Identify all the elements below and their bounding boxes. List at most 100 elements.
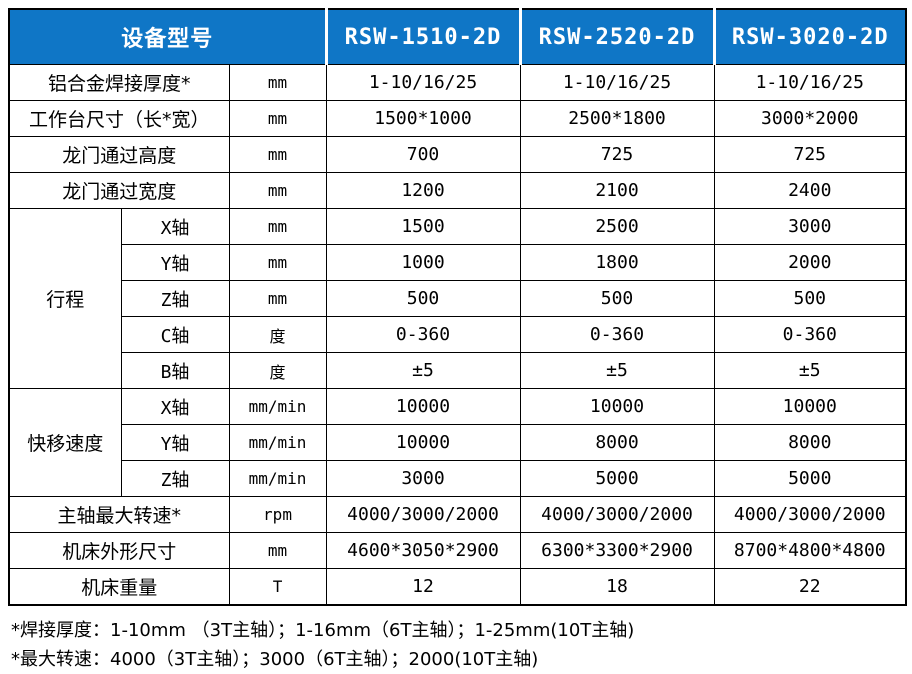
- row-label: 龙门通过宽度: [8, 172, 230, 209]
- value-cell: 1200: [325, 172, 521, 209]
- value-cell: 4000/3000/2000: [713, 496, 907, 533]
- group-label-travel: 行程: [8, 208, 122, 389]
- value-cell: 12: [325, 568, 521, 605]
- value-cell: 2500*1800: [519, 100, 715, 137]
- unit-cell: mm/min: [228, 424, 327, 461]
- unit-cell: T: [228, 568, 327, 605]
- value-cell: 3000: [713, 208, 907, 245]
- value-cell: 3000: [325, 460, 521, 497]
- value-cell: 10000: [713, 388, 907, 425]
- unit-cell: mm: [228, 64, 327, 101]
- value-cell: 5000: [713, 460, 907, 497]
- table-row: 龙门通过宽度 mm 1200 2100 2400: [8, 172, 907, 209]
- value-cell: 1-10/16/25: [519, 64, 715, 101]
- value-cell: 1-10/16/25: [713, 64, 907, 101]
- table-row: 铝合金焊接厚度* mm 1-10/16/25 1-10/16/25 1-10/1…: [8, 64, 907, 101]
- value-cell: 3000*2000: [713, 100, 907, 137]
- table-row: 机床外形尺寸 mm 4600*3050*2900 6300*3300*2900 …: [8, 532, 907, 569]
- unit-cell: mm: [228, 136, 327, 173]
- axis-label: Y轴: [120, 244, 230, 281]
- row-label: 龙门通过高度: [8, 136, 230, 173]
- axis-label: X轴: [120, 208, 230, 245]
- footnotes: *焊接厚度：1-10mm （3T主轴）；1-16mm（6T主轴）；1-25mm(…: [8, 616, 912, 674]
- table-row: Y轴 mm/min 10000 8000 8000: [9, 424, 907, 461]
- unit-cell: mm: [228, 280, 327, 317]
- value-cell: 5000: [519, 460, 715, 497]
- table-row: Z轴 mm/min 3000 5000 5000: [9, 460, 907, 497]
- table-row: B轴 度 ±5 ±5 ±5: [9, 352, 907, 389]
- header-label: 设备型号: [8, 8, 327, 65]
- unit-cell: rpm: [228, 496, 327, 533]
- value-cell: 8700*4800*4800: [713, 532, 907, 569]
- value-cell: 500: [325, 280, 521, 317]
- axis-label: B轴: [120, 352, 230, 389]
- value-cell: 10000: [325, 424, 521, 461]
- unit-cell: mm: [228, 244, 327, 281]
- value-cell: 18: [519, 568, 715, 605]
- table-row: Y轴 mm 1000 1800 2000: [9, 244, 907, 281]
- unit-cell: 度: [228, 316, 327, 353]
- header-model-2: RSW-2520-2D: [518, 8, 715, 65]
- header-model-1: RSW-1510-2D: [324, 8, 521, 65]
- value-cell: 10000: [325, 388, 521, 425]
- group-label-rapid-speed: 快移速度: [8, 388, 122, 497]
- value-cell: 1500: [325, 208, 521, 245]
- value-cell: 6300*3300*2900: [519, 532, 715, 569]
- footnote-max-speed: *最大转速：4000（3T主轴）；3000（6T主轴）；2000(10T主轴): [11, 648, 539, 670]
- table-row: 工作台尺寸（长*宽） mm 1500*1000 2500*1800 3000*2…: [8, 100, 907, 137]
- table-row: 主轴最大转速* rpm 4000/3000/2000 4000/3000/200…: [8, 496, 907, 533]
- row-label: 主轴最大转速*: [8, 496, 230, 533]
- value-cell: 725: [519, 136, 715, 173]
- table-row: 龙门通过高度 mm 700 725 725: [8, 136, 907, 173]
- value-cell: 2400: [713, 172, 907, 209]
- header-row: 设备型号 RSW-1510-2D RSW-2520-2D RSW-3020-2D: [8, 8, 907, 65]
- spec-table: 设备型号 RSW-1510-2D RSW-2520-2D RSW-3020-2D…: [8, 8, 908, 606]
- value-cell: ±5: [325, 352, 521, 389]
- unit-cell: mm: [228, 208, 327, 245]
- footnote-welding-thickness: *焊接厚度：1-10mm （3T主轴）；1-16mm（6T主轴）；1-25mm(…: [11, 619, 635, 641]
- value-cell: 500: [519, 280, 715, 317]
- value-cell: 1000: [325, 244, 521, 281]
- value-cell: 8000: [713, 424, 907, 461]
- header-model-3: RSW-3020-2D: [712, 8, 907, 65]
- value-cell: 2100: [519, 172, 715, 209]
- value-cell: 4000/3000/2000: [519, 496, 715, 533]
- table-row: 机床重量 T 12 18 22: [8, 568, 907, 605]
- value-cell: 10000: [519, 388, 715, 425]
- axis-label: X轴: [120, 388, 230, 425]
- value-cell: 2000: [713, 244, 907, 281]
- value-cell: 1500*1000: [325, 100, 521, 137]
- value-cell: 1-10/16/25: [325, 64, 521, 101]
- value-cell: 725: [713, 136, 907, 173]
- value-cell: 700: [325, 136, 521, 173]
- value-cell: 4000/3000/2000: [325, 496, 521, 533]
- value-cell: 1800: [519, 244, 715, 281]
- axis-label: Z轴: [120, 280, 230, 317]
- axis-label: C轴: [120, 316, 230, 353]
- unit-cell: mm: [228, 100, 327, 137]
- unit-cell: mm: [228, 532, 327, 569]
- value-cell: ±5: [519, 352, 715, 389]
- table-row: 行程 X轴 mm 1500 2500 3000: [8, 208, 907, 389]
- value-cell: 22: [713, 568, 907, 605]
- unit-cell: mm: [228, 172, 327, 209]
- table-row: Z轴 mm 500 500 500: [9, 280, 907, 317]
- unit-cell: 度: [228, 352, 327, 389]
- value-cell: 4600*3050*2900: [325, 532, 521, 569]
- row-label: 铝合金焊接厚度*: [8, 64, 230, 101]
- value-cell: 2500: [519, 208, 715, 245]
- value-cell: 500: [713, 280, 907, 317]
- table-row: 快移速度 X轴 mm/min 10000 10000 10000: [8, 388, 907, 497]
- row-label: 机床外形尺寸: [8, 532, 230, 569]
- value-cell: 0-360: [713, 316, 907, 353]
- row-label: 机床重量: [8, 568, 230, 605]
- value-cell: 0-360: [325, 316, 521, 353]
- unit-cell: mm/min: [228, 388, 327, 425]
- axis-label: Z轴: [120, 460, 230, 497]
- value-cell: 8000: [519, 424, 715, 461]
- value-cell: ±5: [713, 352, 907, 389]
- table-row: C轴 度 0-360 0-360 0-360: [9, 316, 907, 353]
- unit-cell: mm/min: [228, 460, 327, 497]
- axis-label: Y轴: [120, 424, 230, 461]
